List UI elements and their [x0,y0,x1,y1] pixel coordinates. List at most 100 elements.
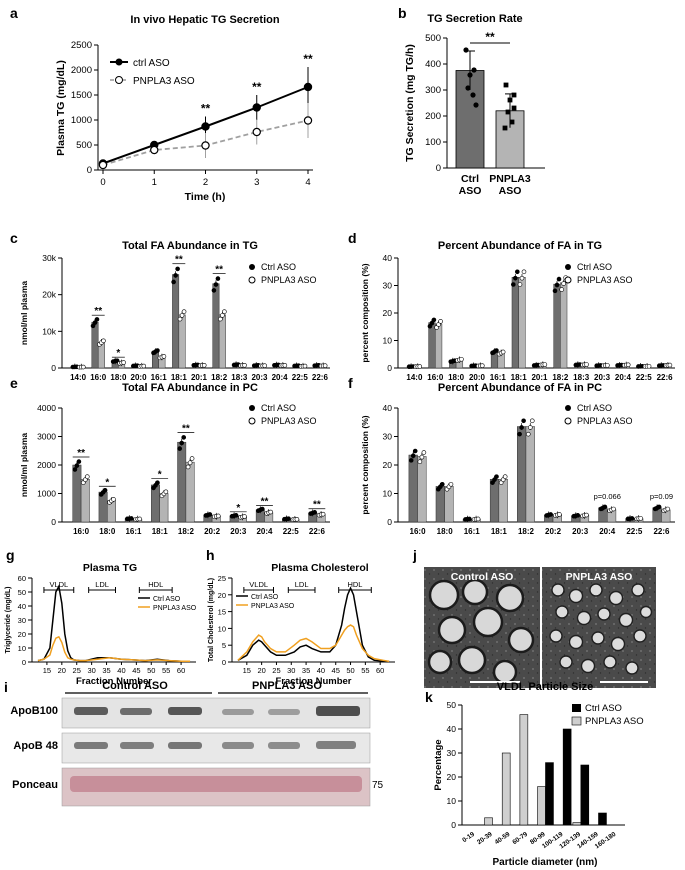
x-tick-label: 16:0 [90,373,107,382]
y-tick-label: 20 [383,308,393,318]
y-tick-label: 1500 [71,90,92,101]
bar-ctrl [489,479,500,523]
x-tick-label: 3 [254,177,259,188]
dot-ctrl [181,435,187,440]
chart-title: Plasma TG [83,562,137,574]
data-point [252,103,261,112]
x-tick-label: 20:3 [572,527,589,536]
dot-ctrl [656,504,662,510]
dot-pnpla3 [625,362,631,368]
x-tick-label: 20:1 [531,373,548,382]
y-tick-label: 400 [425,59,441,70]
x-tick-label: 22:5 [292,373,309,382]
legend-label-ctrl: Ctrl ASO [153,596,181,603]
dot-ctrl [465,85,471,91]
significance-mark: ** [94,306,102,317]
chart-a: In vivo Hepatic TG Secretion 0 500 1000 1500… [55,14,313,203]
legend-label-ctrl: ctrl ASO [133,58,170,69]
x-tick-label: 20:2 [204,527,221,536]
bar-pnpla3 [80,479,90,523]
x-tick-label: 18:0 [437,527,454,536]
y-tick-label: 10 [18,644,26,653]
x-tick-label: 18:2 [518,527,535,536]
significance-mark: ** [201,102,211,116]
y-tick-label: 0 [222,658,226,667]
dot-pnpla3 [559,287,564,292]
chart-title: Percent Abundance of FA in PC [438,382,602,394]
dot-pnpla3 [611,506,616,512]
panel-label-d: d [348,230,357,246]
dot-ctrl [155,348,160,353]
region-label: VLDL [249,580,268,589]
x-tick-label: 40 [317,666,325,675]
y-axis-label: Plasma TG (mg/dL) [55,60,67,156]
dot-ctrl [440,481,445,487]
dot-pnpla3 [220,313,225,318]
dot-ctrl [519,425,524,430]
western-blot: Control ASO PNPLA3 ASO ApoB100 ApoB 48 P… [10,680,384,807]
x-tick-label: PNPLA3 [489,173,531,185]
dot-pnpla3 [268,509,273,515]
x-tick-label: 25 [272,666,280,675]
x-tick-label: 35 [102,666,110,675]
x-tick-label: 14:0 [70,373,87,382]
dot-ctrl [470,92,476,98]
x-tick-label: 22:6 [657,373,674,382]
bar-pnpla3 [572,822,582,826]
dot-ctrl [90,323,96,329]
dot-pnpla3 [417,459,423,464]
y-tick-label: 5 [222,641,226,650]
dot-pnpla3 [218,316,223,322]
dot-pnpla3 [189,456,195,461]
legend-marker-ctrl [115,58,123,66]
x-tick-label: 30 [87,666,95,675]
y-tick-label: 1000 [37,489,56,499]
dot-pnpla3 [294,516,300,522]
x-tick-label: 18:2 [552,373,569,382]
chart-title: Plasma Cholesterol [271,562,369,574]
dot-ctrl [177,446,183,451]
y-tick-label: 10 [218,624,226,633]
series-line-ctrl [237,586,390,663]
significance-mark: ** [182,423,190,434]
x-axis-label: Time (h) [185,191,226,203]
x-tick-label: 22:5 [283,527,300,536]
data-point [252,127,261,137]
x-tick-label: 45 [332,666,340,675]
legend-marker-ctrl [565,264,571,270]
y-tick-label: 30k [42,253,56,263]
dot-ctrl [412,448,418,454]
dot-pnpla3 [201,362,207,368]
bar-ctrl [435,486,445,523]
legend-marker-pnpla3 [115,76,123,84]
bar-ctrl [553,283,561,369]
x-tick-label: 18:1 [511,373,528,382]
y-tick-label: 10 [383,489,393,499]
dot-ctrl [629,516,635,521]
bar-ctrl [428,322,436,369]
bar-pnpla3 [501,752,511,826]
bar-ctrl [172,274,180,369]
dot-ctrl [286,516,291,521]
x-axis-label: Fraction Number [275,676,351,687]
bar-ctrl [545,762,554,826]
y-tick-label: 40 [18,602,26,611]
x-tick-label: 55 [162,666,170,675]
dot-pnpla3 [525,431,531,437]
x-tick-label: 35 [302,666,310,675]
dot-pnpla3 [302,363,308,369]
dot-pnpla3 [185,464,191,470]
panel-label-a: a [10,5,18,21]
blot-bands [70,706,362,792]
data-point [98,160,108,170]
panel-label-b: b [398,5,407,21]
y-tick-label: 0 [387,517,392,527]
dot-ctrl [92,320,98,325]
legend-marker-ctrl [572,704,581,712]
x-tick-label: 16:0 [410,527,427,536]
x-tick-label: 40 [117,666,125,675]
legend-label-ctrl: Ctrl ASO [261,403,296,413]
dot-pnpla3 [421,450,427,455]
x-tick-label: 45 [132,666,140,675]
